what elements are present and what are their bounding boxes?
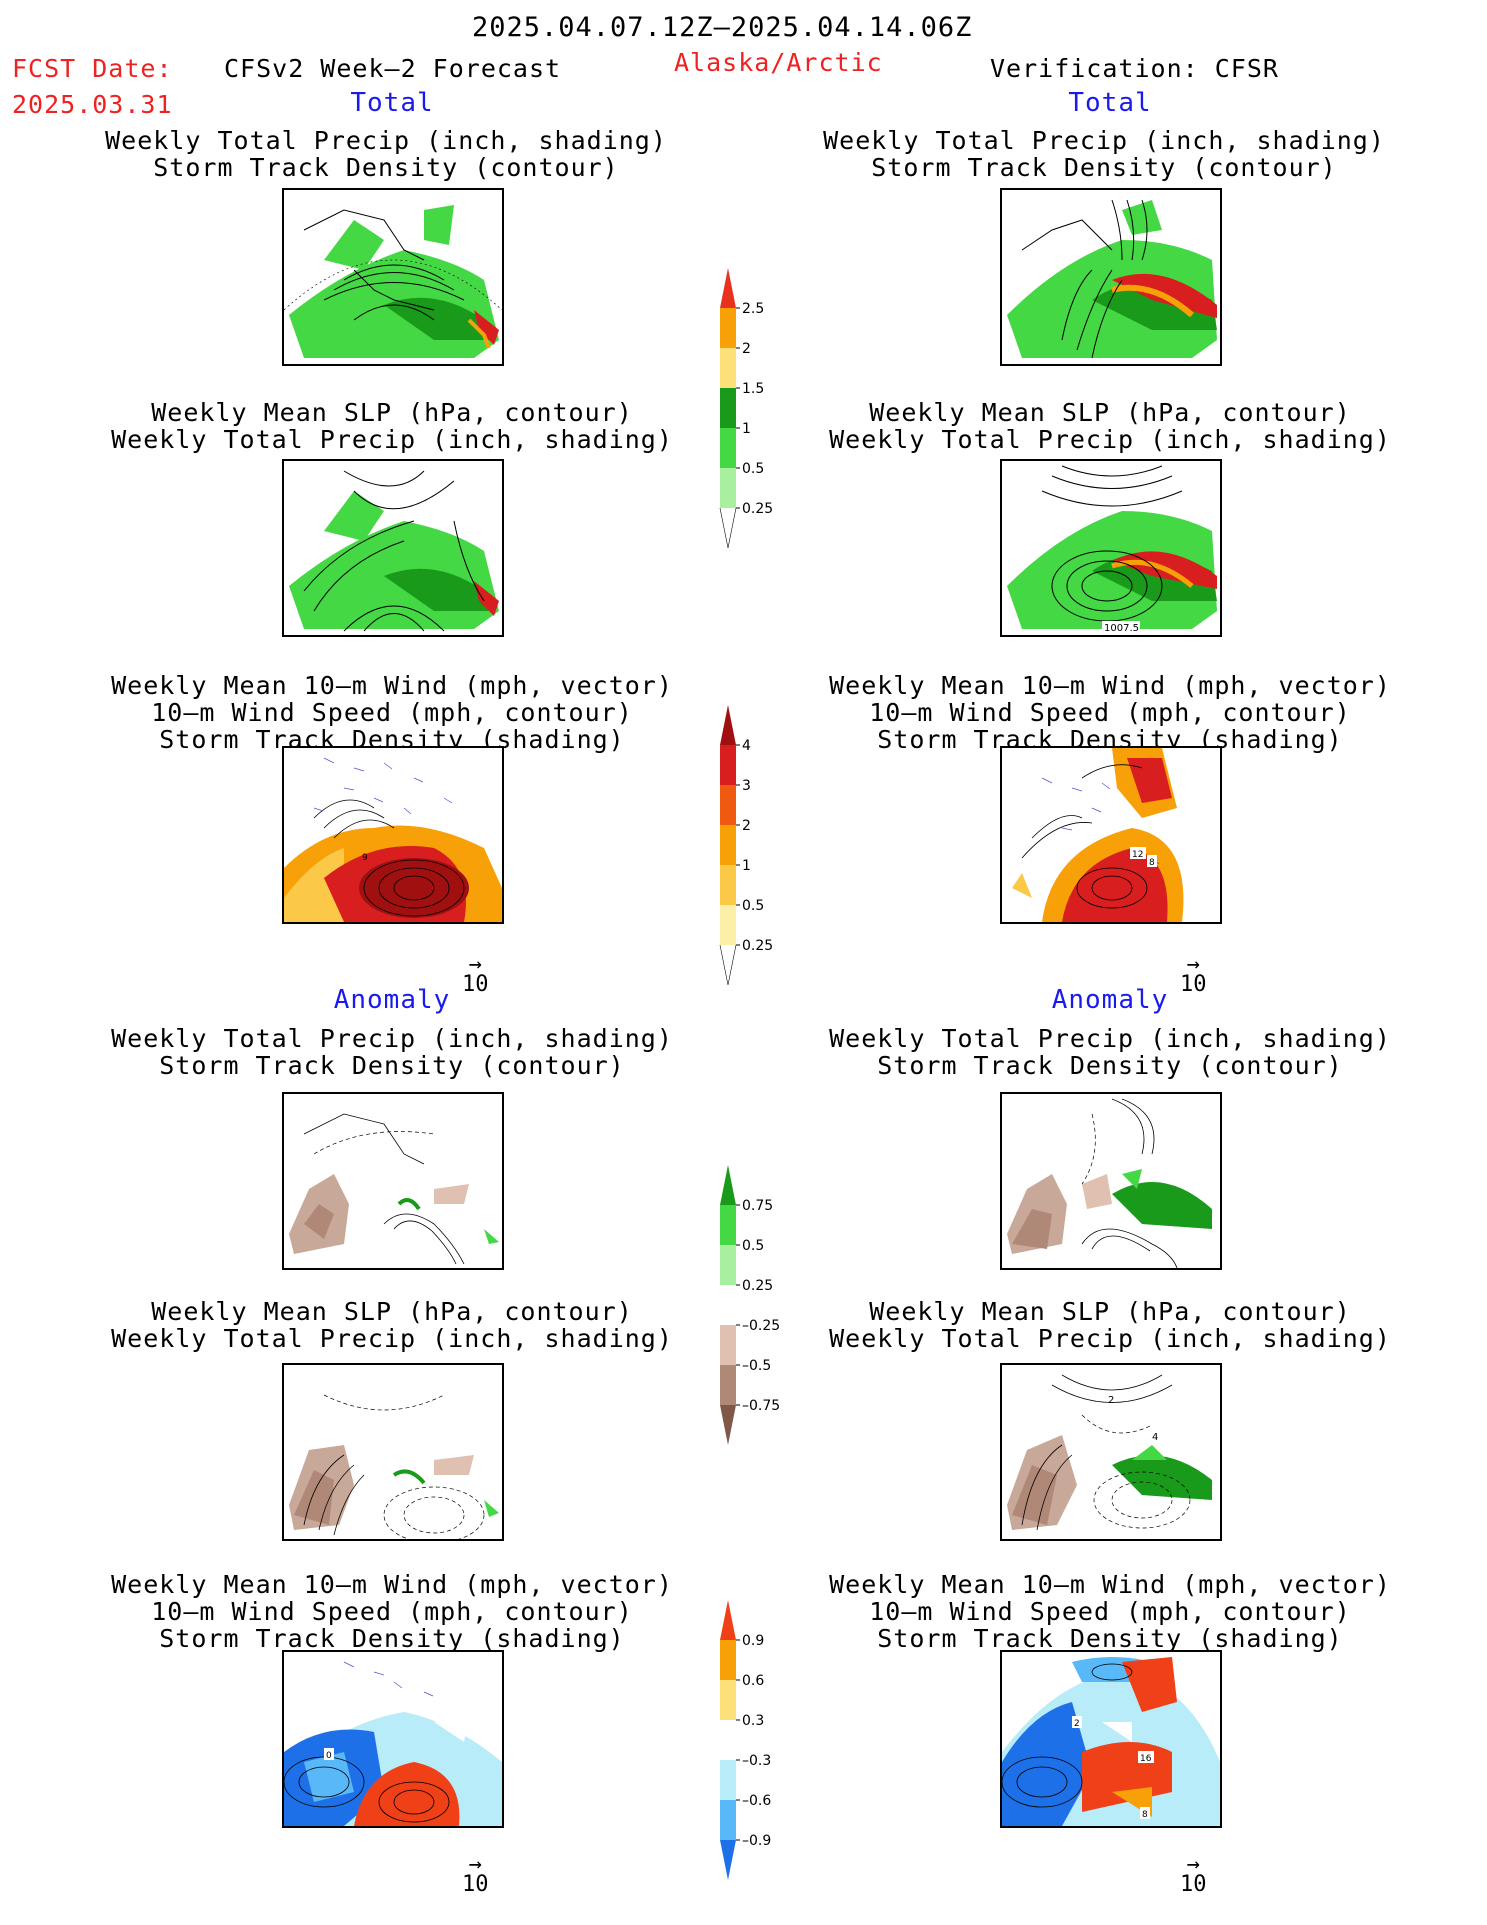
map-fcr-wind-storm-anom: 2 16 8	[1000, 1650, 1222, 1828]
title-precip-storm: Weekly Total Precip (inch, shading) Stor…	[105, 126, 667, 182]
svg-text:0.25: 0.25	[742, 501, 773, 517]
vector-ref-fcr-anom: → 10	[1180, 1852, 1207, 1897]
svg-text:2: 2	[742, 341, 751, 357]
region-title: Alaska/Arctic	[674, 48, 883, 77]
fcst-date-label: FCST Date:	[12, 54, 173, 83]
svg-text:3: 3	[742, 778, 751, 794]
svg-text:–0.25: –0.25	[742, 1318, 780, 1334]
svg-text:–0.6: –0.6	[742, 1793, 771, 1809]
svg-text:2: 2	[1074, 1719, 1080, 1729]
svg-text:–0.3: –0.3	[742, 1753, 771, 1769]
svg-text:1: 1	[742, 421, 751, 437]
vector-ref-fc-total: → 10	[462, 952, 489, 997]
section-total-left: Total	[350, 88, 434, 118]
colorbar-tip	[720, 268, 736, 308]
map-fc-slp-precip-total	[282, 459, 504, 637]
svg-text:0.25: 0.25	[742, 938, 773, 954]
svg-text:0.9: 0.9	[742, 1633, 764, 1649]
svg-text:8: 8	[1149, 858, 1155, 868]
svg-text:4: 4	[742, 738, 751, 754]
section-total-right: Total	[1068, 88, 1152, 118]
svg-text:0.5: 0.5	[742, 461, 764, 477]
svg-text:0.5: 0.5	[742, 898, 764, 914]
map-fcr-slp-precip-anom: 2 4	[1000, 1363, 1222, 1541]
svg-text:8: 8	[1142, 1810, 1148, 1820]
title-wind-storm: Weekly Mean 10–m Wind (mph, vector) 10–m…	[111, 1570, 673, 1653]
map-fc-wind-storm-anom: 0	[282, 1650, 504, 1828]
date-range: 2025.04.07.12Z–2025.04.14.06Z	[472, 12, 973, 43]
title-wind-storm: Weekly Mean 10–m Wind (mph, vector) 10–m…	[111, 671, 673, 754]
svg-text:0.6: 0.6	[742, 1673, 764, 1689]
svg-text:0.75: 0.75	[742, 1198, 773, 1214]
svg-text:2: 2	[1108, 1395, 1114, 1406]
map-fcr-precip-storm-total	[1000, 188, 1222, 366]
title-slp-precip: Weekly Mean SLP (hPa, contour) Weekly To…	[111, 1297, 673, 1353]
map-fcr-slp-precip-total: 1007.5	[1000, 459, 1222, 637]
fcst-date-value: 2025.03.31	[12, 90, 173, 119]
svg-text:1007.5: 1007.5	[1104, 623, 1139, 634]
title-precip-storm: Weekly Total Precip (inch, shading) Stor…	[829, 1024, 1391, 1080]
map-fc-precip-storm-anom	[282, 1092, 504, 1270]
svg-text:1: 1	[742, 858, 751, 874]
vector-ref-fcr-total: → 10	[1180, 952, 1207, 997]
title-precip-storm: Weekly Total Precip (inch, shading) Stor…	[823, 126, 1385, 182]
svg-text:0.25: 0.25	[742, 1278, 773, 1294]
title-wind-storm: Weekly Mean 10–m Wind (mph, vector) 10–m…	[829, 1570, 1391, 1653]
svg-text:–0.75: –0.75	[742, 1398, 780, 1414]
section-anomaly-right: Anomaly	[1051, 985, 1169, 1015]
map-fc-precip-storm-total	[282, 188, 504, 366]
arrow-icon: →	[1186, 1852, 1200, 1877]
svg-text:2.5: 2.5	[742, 301, 764, 317]
vector-ref-fc-anom: → 10	[462, 1852, 489, 1897]
colorbar-storm-total: 4 3 2 1 0.5 0.25	[719, 705, 830, 999]
map-fcr-precip-storm-anom	[1000, 1092, 1222, 1270]
colorbar-precip-total: 2.5 2 1.5 1 0.5 0.25	[719, 268, 830, 562]
colorbar-storm-anom: 0.9 0.6 0.3 –0.3 –0.6 –0.9	[720, 1600, 830, 1894]
svg-text:9: 9	[362, 853, 368, 863]
svg-text:12: 12	[1132, 850, 1143, 860]
title-slp-precip: Weekly Mean SLP (hPa, contour) Weekly To…	[829, 398, 1391, 454]
map-fc-slp-precip-anom	[282, 1363, 504, 1541]
map-fc-wind-storm-total: 9	[282, 746, 504, 924]
section-anomaly-left: Anomaly	[333, 985, 451, 1015]
svg-text:1.5: 1.5	[742, 381, 764, 397]
svg-text:0.5: 0.5	[742, 1238, 764, 1254]
colorbar-precip-anom: 0.75 0.5 0.25 –0.25 –0.5 –0.75	[720, 1165, 830, 1459]
svg-text:–0.5: –0.5	[742, 1358, 771, 1374]
arrow-icon: →	[468, 1852, 482, 1877]
svg-text:4: 4	[1152, 1432, 1158, 1443]
svg-text:–0.9: –0.9	[742, 1833, 771, 1849]
svg-text:0.3: 0.3	[742, 1713, 764, 1729]
title-slp-precip: Weekly Mean SLP (hPa, contour) Weekly To…	[829, 1297, 1391, 1353]
svg-text:16: 16	[1140, 1754, 1152, 1764]
left-product-title: CFSv2 Week–2 Forecast	[224, 54, 562, 83]
arrow-icon: →	[468, 952, 482, 977]
right-product-title: Verification: CFSR	[990, 54, 1279, 83]
arrow-icon: →	[1186, 952, 1200, 977]
map-fcr-wind-storm-total: 12 8	[1000, 746, 1222, 924]
title-precip-storm: Weekly Total Precip (inch, shading) Stor…	[111, 1024, 673, 1080]
svg-text:0: 0	[326, 1751, 332, 1761]
title-slp-precip: Weekly Mean SLP (hPa, contour) Weekly To…	[111, 398, 673, 454]
svg-text:2: 2	[742, 818, 751, 834]
title-wind-storm: Weekly Mean 10–m Wind (mph, vector) 10–m…	[829, 671, 1391, 754]
